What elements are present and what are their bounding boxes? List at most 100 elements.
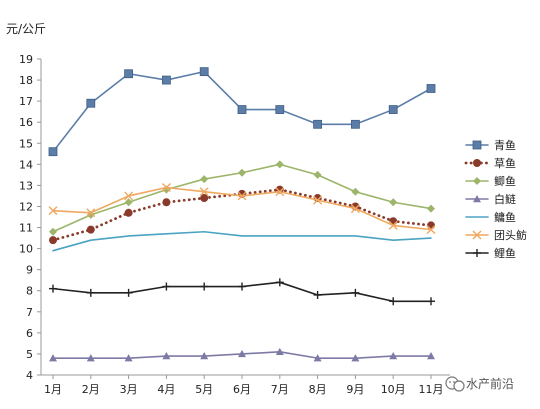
x-tick-label: 4月 [157, 383, 175, 396]
data-point [86, 98, 96, 108]
data-point [389, 297, 398, 306]
data-point [161, 183, 171, 193]
data-point [238, 349, 246, 358]
data-point [313, 354, 322, 362]
legend-item-2: 鲫鱼 [465, 174, 516, 188]
data-point [49, 236, 57, 245]
data-point [124, 208, 133, 217]
data-point [350, 119, 360, 129]
legend-item-3: 白鲢 [465, 192, 516, 206]
series-3 [49, 347, 435, 362]
legend-swatch-marker [473, 177, 481, 185]
watermark: 水产前沿 [445, 376, 514, 392]
data-point [162, 198, 171, 207]
x-tick-label: 2月 [82, 383, 100, 396]
data-point [200, 282, 209, 291]
y-tick-label: 4 [26, 369, 33, 382]
y-tick-label: 12 [19, 200, 33, 213]
legend-item-1: 草鱼 [464, 156, 516, 170]
series-0 [48, 67, 436, 157]
data-point [124, 198, 133, 207]
y-tick-label: 8 [26, 285, 33, 298]
legend-label: 鳙鱼 [494, 210, 516, 224]
legend-label: 白鲢 [494, 192, 516, 206]
data-point [388, 105, 398, 114]
data-point [238, 168, 246, 177]
legend-label: 草鱼 [494, 156, 516, 170]
data-point [427, 204, 435, 213]
x-tick-label: 6月 [233, 383, 251, 396]
y-tick-label: 5 [26, 348, 33, 361]
data-point [200, 175, 209, 184]
legend-swatch-marker [473, 249, 481, 257]
y-tick-label: 18 [19, 74, 33, 87]
legend-label: 团头鲂 [494, 228, 527, 242]
watermark-text: 水产前沿 [466, 376, 514, 391]
y-tick-label: 9 [26, 264, 33, 277]
axes: 4 5 6 7 8 9 10 11 12 13 14 15 16 17 18 19 1月 2月 3月 4月 5月 6月 7月… [19, 53, 450, 396]
y-tick-label: 14 [19, 158, 33, 171]
series-line [52, 230, 432, 252]
wechat-icon [445, 376, 465, 392]
series-layer [48, 67, 436, 362]
y-axis-unit-label: 元/公斤 [6, 22, 46, 36]
data-point [426, 225, 436, 235]
data-point [238, 282, 246, 291]
data-point [200, 352, 209, 360]
data-point [427, 352, 435, 360]
data-point [237, 105, 247, 114]
data-point [313, 170, 322, 179]
y-tick-label: 6 [26, 327, 33, 340]
data-point [351, 187, 360, 196]
data-point [388, 220, 398, 230]
x-tick-label: 8月 [309, 383, 327, 396]
data-point [275, 278, 284, 287]
data-point [124, 288, 133, 297]
legend-swatch-marker [472, 140, 482, 150]
data-point [427, 297, 435, 306]
data-point [389, 352, 398, 360]
data-point [275, 187, 285, 197]
data-point [313, 290, 322, 299]
y-tick-label: 11 [19, 222, 33, 235]
data-point [86, 354, 95, 362]
legend-item-5: 团头鲂 [465, 228, 527, 242]
data-point [49, 354, 57, 362]
data-point [351, 354, 360, 362]
legend-swatch-marker [473, 195, 481, 203]
data-point [48, 206, 58, 216]
data-point [199, 187, 209, 197]
legend-label: 青鱼 [494, 138, 516, 152]
legend-label: 鲤鱼 [494, 246, 516, 260]
data-point [426, 84, 436, 93]
y-tick-label: 7 [26, 306, 33, 319]
legend-item-6: 鲤鱼 [465, 246, 516, 260]
data-point [427, 221, 435, 230]
series-line [51, 188, 433, 242]
y-tick-label: 19 [19, 53, 33, 66]
data-point [200, 194, 209, 203]
x-tick-label: 1月 [44, 383, 62, 396]
series-2 [49, 160, 435, 236]
data-point [48, 147, 58, 157]
data-point [124, 69, 133, 79]
data-point [86, 208, 96, 218]
data-point [313, 119, 323, 129]
data-point [313, 195, 323, 205]
data-point [199, 67, 209, 77]
series-5 [48, 183, 436, 235]
y-tick-label: 10 [19, 243, 33, 256]
data-point [162, 352, 171, 360]
data-point [275, 160, 284, 169]
x-tick-label: 10月 [381, 383, 406, 396]
data-point [124, 191, 134, 201]
x-tick-label: 9月 [346, 383, 364, 396]
data-point [161, 75, 171, 85]
data-point [275, 105, 285, 114]
series-6 [49, 278, 435, 306]
data-point [351, 288, 360, 297]
series-4 [52, 230, 432, 252]
data-point [49, 227, 57, 236]
